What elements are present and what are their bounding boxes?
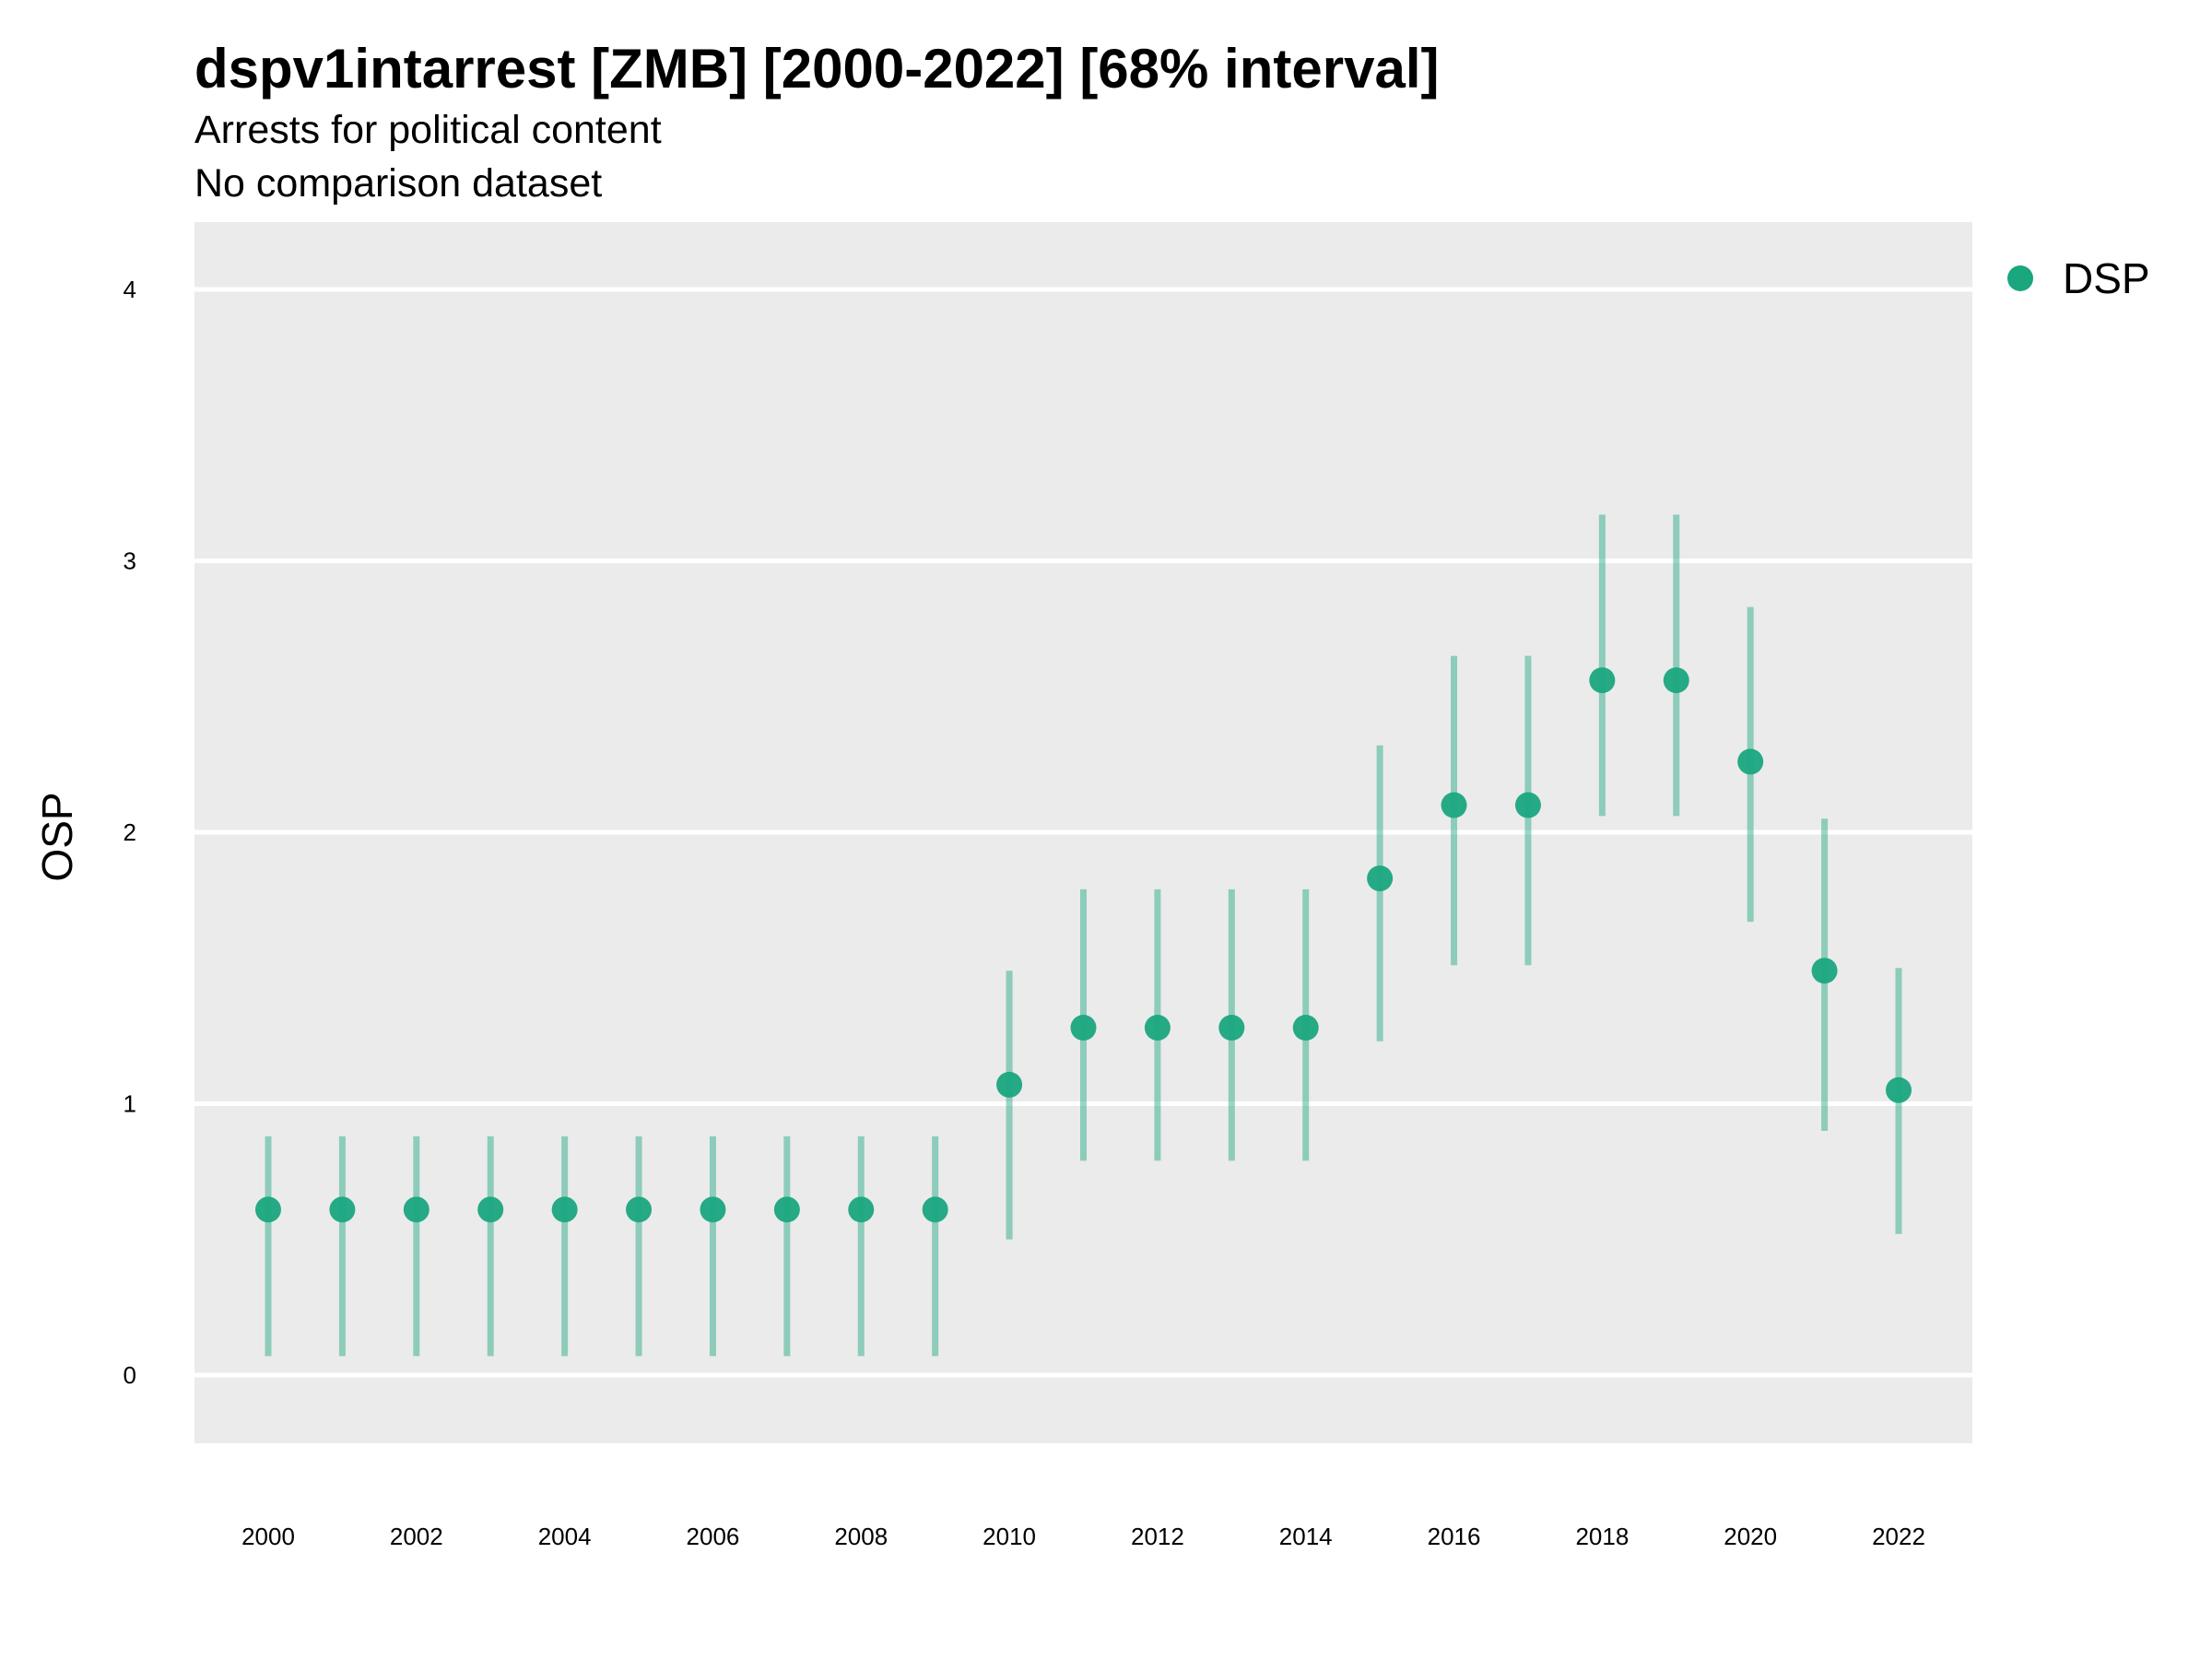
legend-marker [2007,265,2033,291]
x-tick-label: 2000 [241,1523,295,1550]
gridlines [194,287,1972,1378]
data-point [700,1196,726,1223]
legend: DSP [2007,254,2150,302]
x-tick-label: 2020 [1724,1523,1777,1550]
chart-subtitle: Arrests for political content [194,108,662,152]
x-tick-label: 2006 [687,1523,740,1550]
y-tick-label: 0 [124,1361,136,1389]
x-tick-label: 2012 [1131,1523,1184,1550]
data-point [996,1071,1023,1098]
data-point [1811,958,1838,984]
x-tick-label: 2022 [1872,1523,1925,1550]
y-axis-label: OSP [33,792,81,881]
data-point [922,1196,948,1223]
data-point [1070,1015,1097,1041]
data-point [1663,667,1689,694]
y-tick-label: 1 [124,1090,136,1118]
data-point [1144,1015,1171,1041]
chart-subtitle-2: No comparison dataset [194,161,602,206]
x-tick-label: 2002 [390,1523,443,1550]
data-point [1886,1077,1912,1103]
y-tick-label: 3 [124,547,136,575]
data-point [848,1196,875,1223]
data-point [477,1196,504,1223]
x-tick-label: 2018 [1575,1523,1629,1550]
data-point [329,1196,356,1223]
data-point [1367,865,1394,892]
data-point [626,1196,653,1223]
data-point [773,1196,800,1223]
y-tick-label: 2 [124,818,136,846]
x-tick-label: 2014 [1279,1523,1333,1550]
chart-title: dspv1intarrest [ZMB] [2000-2022] [68% in… [194,38,1439,100]
y-tick-label: 4 [124,276,136,303]
x-axis-ticks: 2000 2002 2004 2006 2008 2010 2012 2014 2016 2018… [241,1523,1925,1550]
data-point [1589,667,1616,694]
x-tick-label: 2008 [834,1523,888,1550]
data-point [551,1196,578,1223]
data-point [1292,1015,1319,1041]
data-point [403,1196,429,1223]
x-tick-label: 2010 [982,1523,1036,1550]
y-axis-ticks: 0 1 2 3 4 [124,276,136,1389]
data-point [1441,792,1467,818]
data-point [1514,792,1541,818]
legend-label: DSP [2063,254,2150,302]
x-tick-label: 2016 [1428,1523,1481,1550]
data-point [1218,1015,1245,1041]
data-point [1737,748,1764,775]
x-tick-label: 2004 [538,1523,592,1550]
data-point [255,1196,281,1223]
data-marks [255,514,1912,1357]
